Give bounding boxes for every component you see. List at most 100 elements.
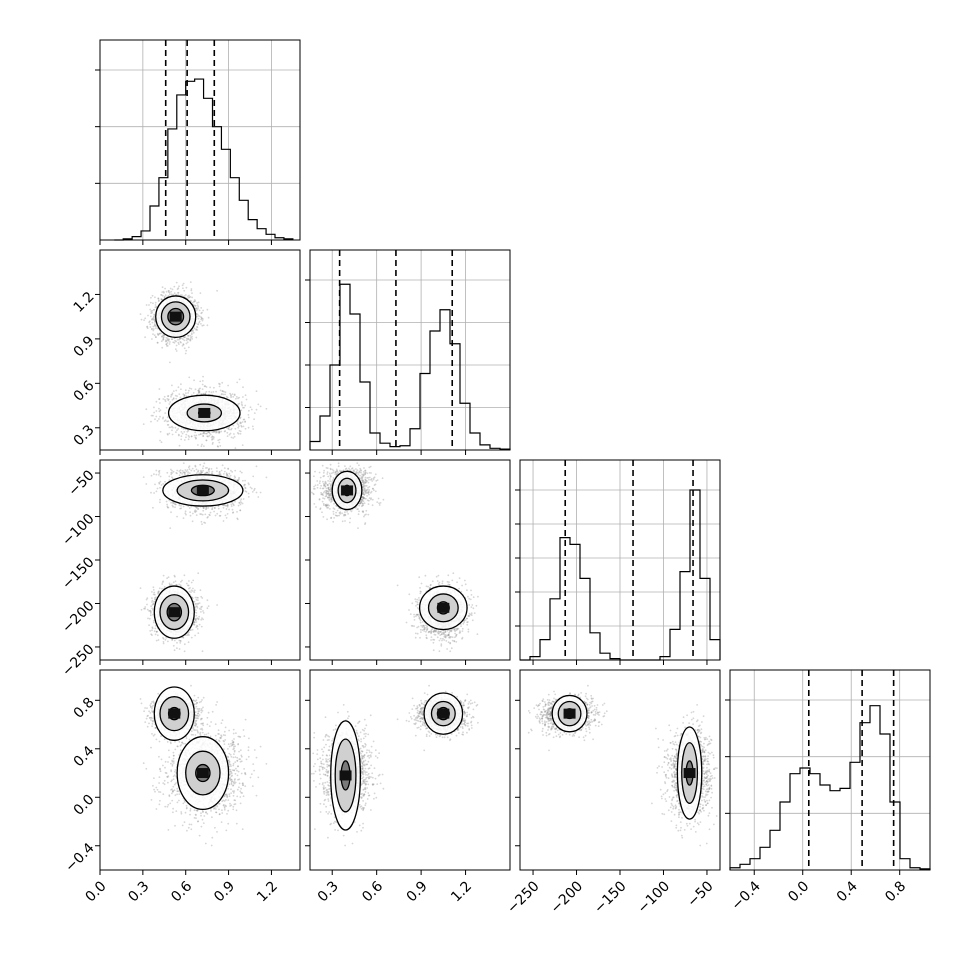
scatter-point (151, 601, 153, 603)
scatter-point (167, 420, 170, 423)
scatter-point (201, 388, 204, 390)
histogram-0-frame (99, 39, 301, 241)
scatter-point (223, 430, 226, 433)
scatter-point (155, 596, 157, 599)
scatter-point (179, 396, 182, 399)
scatter-point (241, 404, 244, 407)
scatter-point (153, 319, 156, 322)
scatter-point (222, 393, 225, 396)
scatter-point (201, 317, 203, 320)
scatter-point (202, 618, 205, 621)
scatter-point (242, 418, 245, 421)
scatter-point (182, 636, 185, 639)
scatter-point (194, 619, 197, 621)
scatter-point (185, 342, 188, 345)
scatter-point (167, 395, 170, 397)
scatter-point (165, 343, 168, 346)
scatter-point (217, 445, 220, 448)
scatter-point (211, 438, 214, 440)
scatter-point (236, 517, 239, 520)
scatter-point (182, 393, 185, 396)
scatter-point (182, 428, 185, 430)
scatter-point (165, 340, 168, 342)
scatter-point (158, 418, 160, 420)
scatter-point (160, 298, 163, 301)
scatter-point (201, 443, 203, 446)
scatter-point (230, 394, 232, 396)
scatter-point (198, 615, 201, 618)
scatter-point (155, 336, 157, 338)
scatter-point (177, 291, 180, 294)
scatter-point (190, 629, 192, 631)
scatter-point (213, 386, 215, 389)
scatter-point (191, 458, 193, 460)
scatter-point (143, 319, 146, 321)
scatter-point (162, 580, 165, 583)
scatter-point (152, 317, 155, 320)
scatter-point (190, 435, 193, 438)
scatter-point (212, 391, 215, 393)
scatter-point (149, 301, 152, 304)
scatter-point (195, 621, 198, 623)
scatter-point (243, 483, 246, 486)
scatter-point (178, 470, 181, 472)
scatter-point (155, 473, 158, 476)
scatter-point (189, 281, 192, 283)
scatter-point (171, 477, 174, 480)
scatter-point (183, 395, 186, 397)
scatter-point (203, 431, 205, 434)
scatter-point (200, 520, 203, 523)
scatter-point (191, 520, 194, 523)
scatter-point (168, 499, 171, 502)
scatter-point (155, 410, 158, 412)
scatter-point (195, 603, 198, 605)
scatter-point (151, 607, 154, 610)
scatter-point (178, 648, 181, 650)
scatter-point (159, 409, 162, 411)
scatter-point (155, 306, 158, 308)
scatter-point (244, 420, 247, 423)
density-peak (169, 311, 182, 322)
scatter-point (179, 337, 182, 340)
scatter-point (170, 473, 173, 476)
scatter-point (227, 468, 230, 470)
scatter-point (194, 465, 197, 468)
scatter-point (253, 412, 256, 414)
scatter-point (169, 584, 171, 587)
scatter-point (177, 287, 180, 290)
scatter-point (249, 486, 252, 489)
scatter-point (218, 385, 221, 388)
scatter-point (174, 339, 176, 342)
scatter-point (154, 301, 157, 304)
scatter-point (160, 441, 163, 444)
scatter-point (238, 396, 241, 399)
scatter-point (215, 431, 218, 434)
scatter-point (182, 282, 185, 285)
scatter-point (162, 574, 165, 577)
scatter-point (165, 290, 168, 293)
scatter-point (155, 630, 158, 633)
scatter-point (157, 591, 160, 594)
scatter-point (193, 621, 196, 624)
scatter-point (178, 434, 180, 437)
scatter-point (195, 437, 198, 439)
scatter-point (151, 321, 154, 324)
scatter-point (157, 590, 160, 593)
scatter-point (243, 406, 246, 409)
scatter-point (212, 441, 214, 444)
scatter-point (185, 286, 188, 289)
scatter-point (152, 602, 155, 605)
scatter-point (196, 617, 199, 620)
scatter-point (178, 337, 181, 340)
scatter-point (228, 428, 231, 431)
scatter-point (187, 584, 190, 587)
scatter-point (217, 439, 220, 442)
scatter-point (147, 617, 149, 620)
scatter-point (199, 380, 202, 383)
scatter-point (191, 590, 194, 592)
scatter-point (200, 433, 202, 435)
scatter-point (227, 428, 230, 430)
scatter-point (191, 628, 194, 631)
scatter-point (166, 577, 169, 580)
scatter-point (161, 335, 163, 338)
